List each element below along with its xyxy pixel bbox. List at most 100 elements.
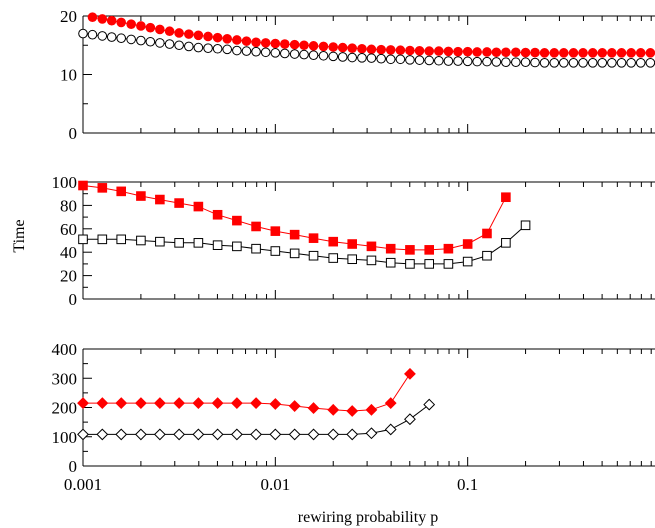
data-point <box>365 427 378 440</box>
data-point <box>232 215 242 226</box>
data-point <box>87 29 98 40</box>
data-point <box>578 48 588 58</box>
data-point <box>539 48 550 58</box>
x-tick-label: 0.1 <box>457 475 478 494</box>
y-tick-label: 100 <box>52 428 78 447</box>
data-point <box>366 241 377 252</box>
data-point <box>193 30 204 41</box>
data-point <box>270 38 281 49</box>
data-point <box>307 402 320 414</box>
data-point <box>116 234 127 245</box>
data-point <box>385 243 396 254</box>
data-point <box>288 400 301 412</box>
series-line <box>82 185 507 251</box>
data-point <box>173 428 186 441</box>
data-point <box>424 259 435 269</box>
data-point <box>405 45 415 56</box>
data-point <box>318 41 329 52</box>
data-point <box>357 53 367 63</box>
series-1 <box>78 180 511 255</box>
data-point <box>424 55 435 66</box>
data-point <box>405 55 415 65</box>
panel-3: 0 100 200 300 400 0.001 0.01 0.1 <box>52 340 655 494</box>
data-point <box>212 209 223 220</box>
data-point <box>539 58 550 68</box>
data-point <box>308 41 319 51</box>
data-point <box>376 53 386 64</box>
data-point <box>153 428 166 441</box>
data-point <box>482 228 492 239</box>
data-point <box>328 51 339 62</box>
data-point <box>97 14 108 24</box>
data-point <box>366 255 377 266</box>
data-point <box>414 46 425 56</box>
data-point <box>211 397 224 410</box>
data-point <box>164 26 175 37</box>
data-point <box>174 198 184 208</box>
data-point <box>472 47 482 57</box>
data-point <box>97 234 108 245</box>
data-point <box>578 58 588 68</box>
data-point <box>78 234 88 245</box>
data-point <box>251 37 261 48</box>
data-point <box>241 46 252 56</box>
data-point <box>424 245 435 255</box>
data-point <box>260 47 271 58</box>
data-point <box>251 221 261 232</box>
data-point <box>192 428 205 441</box>
data-point <box>482 47 492 57</box>
data-point <box>434 46 444 56</box>
data-point <box>230 397 243 410</box>
data-point <box>145 22 156 33</box>
x-tick-label: 0.001 <box>64 475 102 494</box>
data-point <box>587 58 598 68</box>
data-point <box>558 58 569 68</box>
data-point <box>78 180 88 191</box>
data-point <box>299 49 309 60</box>
data-point <box>174 238 184 248</box>
data-point <box>155 236 165 247</box>
data-point <box>501 192 511 203</box>
data-point <box>347 43 358 53</box>
data-point <box>346 405 359 417</box>
data-point <box>232 241 242 252</box>
data-point <box>289 39 300 50</box>
data-point <box>645 48 655 58</box>
data-point <box>405 245 415 255</box>
data-point <box>501 47 511 58</box>
data-point <box>549 48 560 58</box>
data-point <box>308 50 319 60</box>
data-point <box>405 259 415 269</box>
data-point <box>155 24 165 35</box>
data-point <box>116 186 127 197</box>
data-point <box>174 40 184 51</box>
y-tick-label: 80 <box>60 196 77 215</box>
data-point <box>404 413 416 426</box>
data-point <box>626 48 636 58</box>
series-1 <box>87 12 655 58</box>
data-point <box>337 52 348 62</box>
data-point <box>384 423 397 436</box>
y-tick-label: 0 <box>69 124 78 143</box>
data-point <box>616 48 627 58</box>
data-point <box>270 246 281 256</box>
data-point <box>96 428 109 441</box>
y-tick-label: 0 <box>69 457 78 476</box>
data-point <box>443 56 454 66</box>
y-tick-label: 400 <box>52 340 78 359</box>
data-point <box>511 57 521 68</box>
data-point <box>347 239 358 249</box>
data-point <box>318 50 329 61</box>
data-point <box>308 250 319 261</box>
data-point <box>472 56 482 67</box>
data-point <box>193 238 204 248</box>
data-point <box>230 428 243 441</box>
data-point <box>597 48 608 58</box>
data-point <box>453 46 463 57</box>
data-point <box>395 45 406 56</box>
data-point <box>78 28 88 39</box>
data-point <box>241 36 252 46</box>
data-point <box>568 48 579 58</box>
data-point <box>97 31 108 41</box>
data-point <box>346 428 359 441</box>
